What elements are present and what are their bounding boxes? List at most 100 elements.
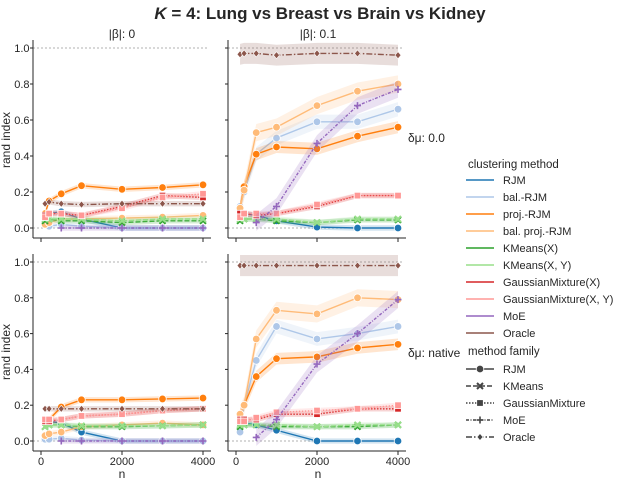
y-tick-label: 0.2 xyxy=(14,400,29,412)
data-point xyxy=(240,417,248,426)
data-point xyxy=(273,261,280,270)
data-point xyxy=(199,421,207,429)
data-point xyxy=(394,296,402,304)
y-tick-label: 0.0 xyxy=(14,436,29,448)
data-point xyxy=(312,101,322,110)
data-point xyxy=(45,197,53,206)
legend-item: bal. proj.-RJM xyxy=(503,226,571,238)
data-point xyxy=(312,117,322,126)
data-point xyxy=(394,51,402,60)
data-point xyxy=(240,49,248,58)
panel-0-1 xyxy=(225,40,406,242)
data-point xyxy=(159,224,166,232)
data-point xyxy=(252,219,260,227)
data-point xyxy=(45,404,53,413)
data-point xyxy=(252,433,260,441)
x-tick-label: 4000 xyxy=(386,456,410,468)
data-point xyxy=(252,128,261,137)
data-point xyxy=(199,404,207,413)
y-tick-label: 0.8 xyxy=(14,293,29,305)
legend-item: GaussianMixture(X) xyxy=(503,277,600,289)
data-point xyxy=(273,202,280,210)
data-point xyxy=(353,215,362,223)
data-point xyxy=(313,200,321,209)
data-point xyxy=(45,415,53,424)
data-point xyxy=(57,224,65,232)
data-point xyxy=(252,261,260,270)
y-tick-label: 0.2 xyxy=(14,187,29,199)
data-point xyxy=(240,261,248,270)
data-point xyxy=(273,416,280,424)
legend-title-families: method family xyxy=(468,346,540,358)
x-tick-label: 4000 xyxy=(191,456,215,468)
data-point xyxy=(57,404,65,413)
data-point xyxy=(273,51,280,60)
legend-marker xyxy=(475,364,485,374)
data-point xyxy=(77,211,86,220)
row-label-1: δμ: native xyxy=(408,346,461,360)
data-point xyxy=(354,330,361,338)
data-point xyxy=(312,436,322,446)
data-point xyxy=(199,199,207,208)
data-point xyxy=(77,395,86,405)
data-point xyxy=(353,223,362,233)
data-point xyxy=(252,414,260,422)
y-tick-label: 0.8 xyxy=(14,79,29,91)
data-point xyxy=(272,133,281,143)
data-point xyxy=(393,340,403,349)
data-point xyxy=(77,422,86,430)
legend-item: GaussianMixture(X, Y) xyxy=(503,294,613,306)
chart-title: K = 4: Lung vs Breast vs Brain vs Kidney xyxy=(154,4,486,23)
panel-0-0: 0.0 0.2 0.4 0.6 0.8 1.0 xyxy=(14,40,211,242)
legend-item: bal.-RJM xyxy=(503,192,547,204)
data-point xyxy=(199,190,207,198)
data-point xyxy=(118,217,126,225)
ci-band xyxy=(256,291,398,446)
data-point xyxy=(252,209,260,218)
data-point xyxy=(353,405,362,413)
data-point xyxy=(118,199,126,208)
data-point xyxy=(393,223,403,233)
legend-marker xyxy=(476,399,484,407)
legend-title-methods: clustering method xyxy=(468,159,559,171)
data-point xyxy=(353,131,362,141)
x-tick-label: 2000 xyxy=(110,456,134,468)
data-point xyxy=(313,218,321,227)
data-point xyxy=(45,209,53,218)
data-point xyxy=(353,436,362,446)
data-point xyxy=(354,49,361,58)
x-axis-label-left: n xyxy=(119,467,126,480)
panel-1-0: 0.0 0.2 0.4 0.6 0.8 1.0 0 2000 4000 xyxy=(14,254,215,468)
data-point xyxy=(394,421,402,429)
data-point xyxy=(252,334,261,344)
data-point xyxy=(393,122,403,132)
y-tick-label: 0.0 xyxy=(14,223,29,235)
data-point xyxy=(393,104,403,114)
legend-item: RJM xyxy=(503,175,526,187)
data-point xyxy=(239,185,249,195)
data-point xyxy=(239,401,249,410)
y-tick-label: 0.4 xyxy=(14,151,29,163)
data-point xyxy=(117,185,127,194)
y-tick-label: 0.6 xyxy=(14,329,29,341)
data-point xyxy=(252,372,261,381)
legend-item: proj.-RJM xyxy=(503,209,551,221)
legend-item: KMeans(X) xyxy=(503,243,558,255)
data-point xyxy=(158,422,167,430)
y-axis-label-top: rand index xyxy=(0,112,13,168)
data-point xyxy=(235,427,245,437)
data-point xyxy=(78,404,85,413)
x-tick-label: 0 xyxy=(233,456,239,468)
data-point xyxy=(198,180,208,189)
data-point xyxy=(313,261,321,270)
data-point xyxy=(394,85,402,93)
data-point xyxy=(313,406,321,415)
data-point xyxy=(353,343,362,353)
data-point xyxy=(354,261,361,270)
x-axis-label-right: n xyxy=(315,467,322,480)
data-point xyxy=(77,181,86,190)
data-point xyxy=(57,427,66,437)
data-point xyxy=(393,322,403,331)
data-point xyxy=(312,334,322,344)
data-point xyxy=(312,309,322,319)
